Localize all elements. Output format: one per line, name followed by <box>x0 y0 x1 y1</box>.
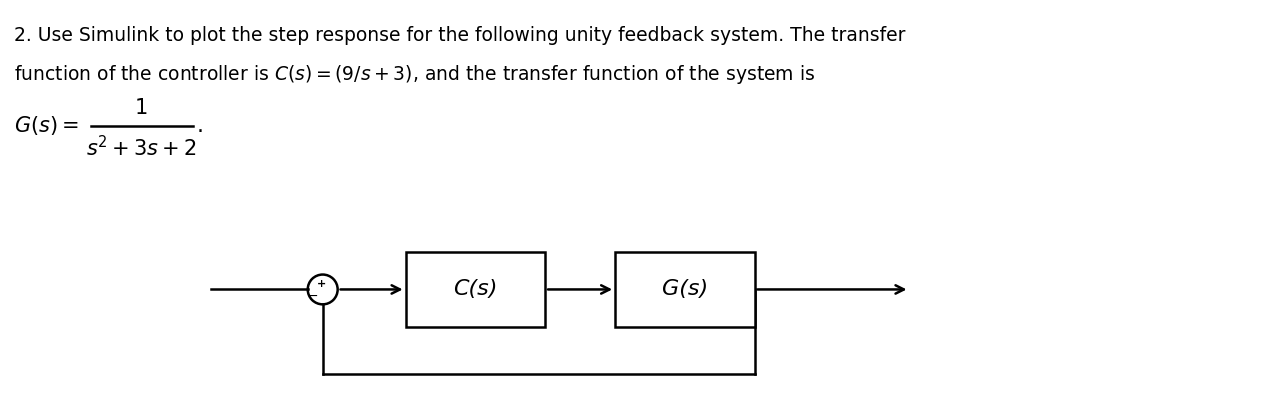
Text: −: − <box>307 290 318 303</box>
FancyBboxPatch shape <box>615 252 755 327</box>
Text: $G(s) =$: $G(s) =$ <box>14 114 80 137</box>
Text: $s^2+3s+2$: $s^2+3s+2$ <box>86 135 196 160</box>
Text: C(s): C(s) <box>453 279 497 300</box>
Text: +: + <box>317 279 326 289</box>
Text: 2. Use Simulink to plot the step response for the following unity feedback syste: 2. Use Simulink to plot the step respons… <box>14 26 905 45</box>
Text: $1$: $1$ <box>135 98 148 118</box>
Text: function of the controller is $C(s) = (9/s+3)$, and the transfer function of the: function of the controller is $C(s) = (9… <box>14 63 815 86</box>
Text: G(s): G(s) <box>661 279 707 300</box>
FancyBboxPatch shape <box>406 252 546 327</box>
Text: $.$: $.$ <box>196 115 209 136</box>
